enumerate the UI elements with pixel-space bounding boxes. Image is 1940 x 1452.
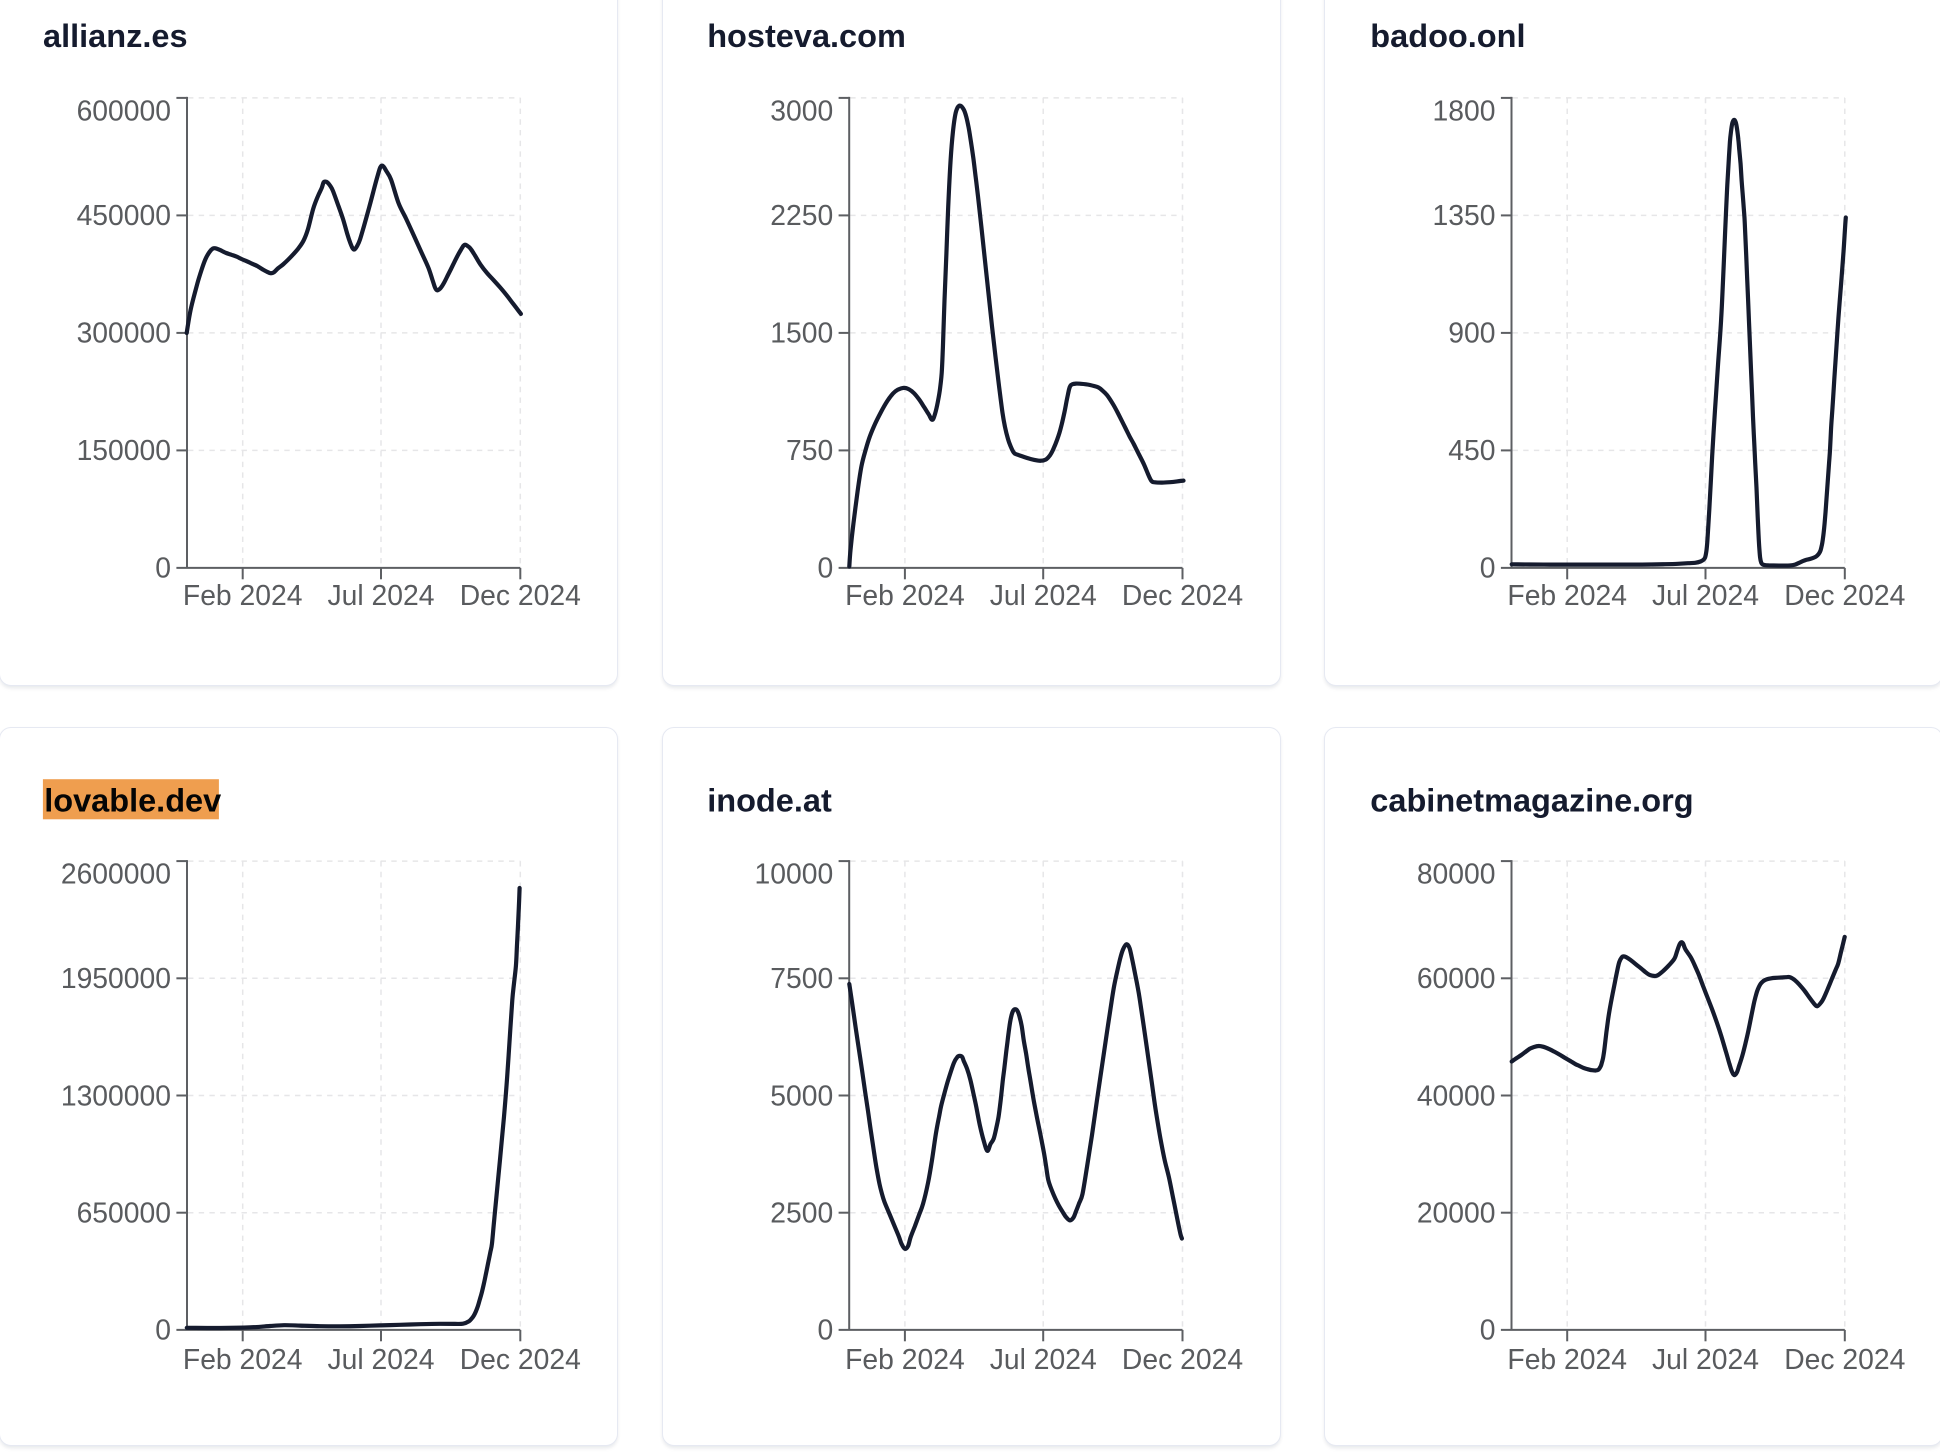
svg-text:Dec 2024: Dec 2024	[1784, 579, 1905, 611]
svg-text:Dec 2024: Dec 2024	[1122, 579, 1243, 611]
svg-text:Dec 2024: Dec 2024	[460, 1343, 581, 1375]
svg-text:1500: 1500	[770, 317, 833, 349]
svg-text:allianz.es: allianz.es	[43, 18, 188, 54]
svg-text:7500: 7500	[770, 962, 833, 994]
svg-text:badoo.onl: badoo.onl	[1370, 18, 1525, 54]
svg-text:lovable.dev: lovable.dev	[44, 783, 221, 819]
svg-text:Feb 2024: Feb 2024	[845, 1343, 965, 1375]
svg-text:Feb 2024: Feb 2024	[183, 579, 303, 611]
svg-text:inode.at: inode.at	[707, 783, 832, 819]
svg-text:0: 0	[817, 552, 833, 584]
svg-text:0: 0	[1480, 1314, 1496, 1346]
svg-text:Jul 2024: Jul 2024	[1652, 1343, 1759, 1375]
svg-text:Jul 2024: Jul 2024	[328, 1343, 435, 1375]
svg-text:450: 450	[1448, 434, 1495, 466]
svg-text:0: 0	[155, 552, 171, 584]
svg-text:cabinetmagazine.org: cabinetmagazine.org	[1370, 783, 1693, 819]
svg-text:60000: 60000	[1417, 962, 1496, 994]
svg-text:1350: 1350	[1433, 199, 1496, 231]
svg-text:5000: 5000	[770, 1079, 833, 1111]
svg-text:650000: 650000	[77, 1197, 171, 1229]
svg-text:1300000: 1300000	[61, 1079, 171, 1111]
svg-text:1800: 1800	[1433, 94, 1496, 126]
svg-text:0: 0	[817, 1314, 833, 1346]
svg-text:600000: 600000	[77, 94, 171, 126]
svg-text:Feb 2024: Feb 2024	[1507, 579, 1627, 611]
svg-text:1950000: 1950000	[61, 962, 171, 994]
svg-text:150000: 150000	[77, 434, 171, 466]
svg-text:80000: 80000	[1417, 858, 1496, 890]
svg-text:Feb 2024: Feb 2024	[183, 1343, 303, 1375]
svg-text:Dec 2024: Dec 2024	[1122, 1343, 1243, 1375]
svg-text:750: 750	[786, 434, 833, 466]
svg-text:300000: 300000	[77, 317, 171, 349]
svg-text:20000: 20000	[1417, 1197, 1496, 1229]
svg-text:2600000: 2600000	[61, 858, 171, 890]
svg-text:Feb 2024: Feb 2024	[845, 579, 965, 611]
svg-text:Jul 2024: Jul 2024	[328, 579, 435, 611]
svg-text:Jul 2024: Jul 2024	[1652, 579, 1759, 611]
svg-text:Jul 2024: Jul 2024	[990, 579, 1097, 611]
svg-text:2500: 2500	[770, 1197, 833, 1229]
svg-text:Feb 2024: Feb 2024	[1507, 1343, 1627, 1375]
svg-text:10000: 10000	[755, 858, 834, 890]
svg-text:hosteva.com: hosteva.com	[707, 18, 906, 54]
svg-text:0: 0	[1480, 552, 1496, 584]
svg-text:Jul 2024: Jul 2024	[990, 1343, 1097, 1375]
svg-text:Dec 2024: Dec 2024	[1784, 1343, 1905, 1375]
svg-text:40000: 40000	[1417, 1079, 1496, 1111]
svg-text:0: 0	[155, 1314, 171, 1346]
svg-text:3000: 3000	[770, 94, 833, 126]
svg-text:Dec 2024: Dec 2024	[460, 579, 581, 611]
svg-text:2250: 2250	[770, 199, 833, 231]
svg-text:450000: 450000	[77, 199, 171, 231]
svg-text:900: 900	[1448, 317, 1495, 349]
